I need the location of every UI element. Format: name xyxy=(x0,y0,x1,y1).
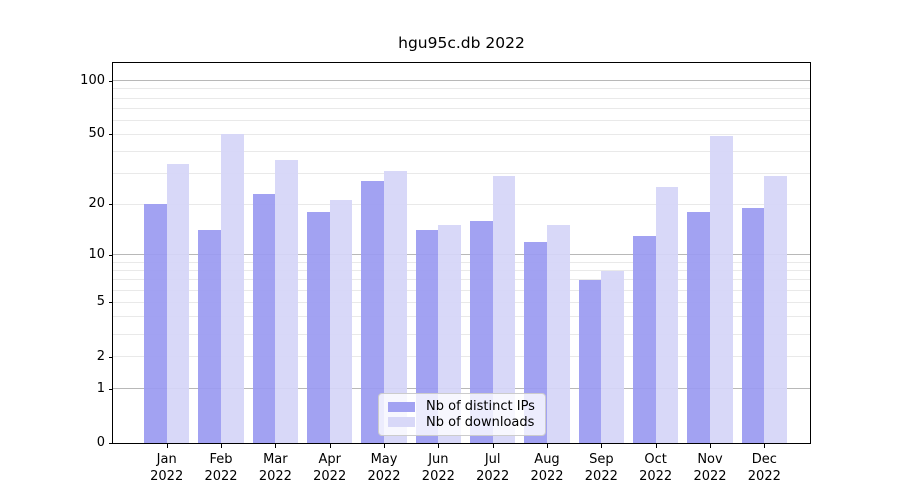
gridline-4 xyxy=(113,316,810,318)
y-tick-label-5: 5 xyxy=(96,294,105,310)
legend-label-distinct-ips: Nb of distinct IPs xyxy=(426,399,535,415)
bar-downloads-jul-2022 xyxy=(492,176,516,443)
y-tick-label-2: 2 xyxy=(96,348,105,364)
bar-distinct-ips-may-2022 xyxy=(361,181,384,443)
bar-downloads-oct-2022 xyxy=(655,187,679,443)
gridline-8 xyxy=(113,270,810,272)
x-tick-label-sep-2022: Sep 2022 xyxy=(584,452,618,484)
x-tick-mark-may-2022 xyxy=(384,444,386,448)
gridline-60 xyxy=(113,119,810,121)
bar-downloads-jan-2022 xyxy=(166,163,190,443)
legend-label-downloads: Nb of downloads xyxy=(426,414,535,430)
x-tick-mark-jul-2022 xyxy=(492,444,494,448)
gridline-1 xyxy=(113,388,810,390)
bar-distinct-ips-jan-2022 xyxy=(144,204,167,443)
y-tick-mark-10 xyxy=(109,254,113,256)
gridline-30 xyxy=(113,172,810,174)
x-tick-mark-oct-2022 xyxy=(655,444,657,448)
x-tick-label-nov-2022: Nov 2022 xyxy=(693,452,727,484)
y-tick-label-50: 50 xyxy=(88,126,105,142)
y-tick-label-1: 1 xyxy=(96,380,105,396)
bar-distinct-ips-nov-2022 xyxy=(687,211,710,443)
gridline-80 xyxy=(113,97,810,99)
y-tick-mark-20 xyxy=(109,204,113,206)
bar-distinct-ips-oct-2022 xyxy=(633,235,656,443)
bar-downloads-nov-2022 xyxy=(710,135,733,443)
x-tick-mark-mar-2022 xyxy=(275,444,277,448)
y-tick-label-100: 100 xyxy=(80,72,105,88)
x-tick-mark-sep-2022 xyxy=(601,444,603,448)
bar-downloads-may-2022 xyxy=(384,170,407,443)
bar-downloads-mar-2022 xyxy=(275,159,298,443)
bar-downloads-dec-2022 xyxy=(764,176,787,443)
gridline-90 xyxy=(113,88,810,90)
gridline-50 xyxy=(113,133,810,135)
gridline-6 xyxy=(113,289,810,291)
x-tick-mark-aug-2022 xyxy=(547,444,548,448)
x-tick-label-aug-2022: Aug 2022 xyxy=(530,452,564,484)
gridline-9 xyxy=(113,261,810,263)
x-tick-label-dec-2022: Dec 2022 xyxy=(747,452,781,484)
chart-title: hgu95c.db 2022 xyxy=(398,34,525,52)
bar-downloads-sep-2022 xyxy=(601,270,624,443)
x-tick-label-feb-2022: Feb 2022 xyxy=(204,452,238,484)
y-tick-mark-2 xyxy=(109,356,113,358)
gridline-70 xyxy=(113,107,810,109)
y-tick-mark-0 xyxy=(109,443,113,444)
bar-distinct-ips-sep-2022 xyxy=(578,279,602,443)
legend-swatch-distinct-ips xyxy=(388,401,415,412)
gridline-7 xyxy=(113,279,810,281)
bar-distinct-ips-mar-2022 xyxy=(252,193,276,443)
y-tick-mark-100 xyxy=(109,80,113,82)
legend-item-downloads: Nb of downloads xyxy=(388,415,536,430)
x-tick-label-may-2022: May 2022 xyxy=(367,452,401,484)
y-tick-label-10: 10 xyxy=(88,246,105,262)
legend-item-distinct-ips: Nb of distinct IPs xyxy=(388,399,536,414)
spine-top xyxy=(112,62,811,63)
spine-left xyxy=(112,62,113,444)
gridline-5 xyxy=(113,301,810,303)
x-tick-mark-jun-2022 xyxy=(438,444,440,448)
y-tick-mark-5 xyxy=(109,302,113,304)
bar-distinct-ips-jul-2022 xyxy=(470,220,493,443)
spine-right xyxy=(810,62,811,444)
x-tick-label-jan-2022: Jan 2022 xyxy=(150,452,184,484)
bar-distinct-ips-aug-2022 xyxy=(524,241,547,443)
gridline-100 xyxy=(113,80,810,82)
y-tick-label-0: 0 xyxy=(96,435,105,450)
bar-downloads-apr-2022 xyxy=(329,200,353,443)
gridline-2 xyxy=(113,356,810,358)
spine-bottom xyxy=(112,443,811,444)
x-tick-label-oct-2022: Oct 2022 xyxy=(639,452,673,484)
bar-downloads-jun-2022 xyxy=(438,225,461,443)
x-tick-label-jul-2022: Jul 2022 xyxy=(476,452,510,484)
legend-swatch-downloads xyxy=(388,417,415,428)
x-tick-mark-apr-2022 xyxy=(329,444,331,448)
y-tick-mark-50 xyxy=(109,134,113,136)
x-tick-mark-jan-2022 xyxy=(166,444,168,448)
gridline-40 xyxy=(113,151,810,152)
bar-downloads-feb-2022 xyxy=(221,134,244,443)
bar-distinct-ips-dec-2022 xyxy=(741,207,765,443)
bar-distinct-ips-feb-2022 xyxy=(198,230,222,443)
x-tick-label-apr-2022: Apr 2022 xyxy=(313,452,347,484)
x-tick-mark-feb-2022 xyxy=(221,444,223,448)
bar-downloads-aug-2022 xyxy=(547,225,570,443)
x-tick-label-mar-2022: Mar 2022 xyxy=(258,452,292,484)
gridline-10 xyxy=(113,254,810,256)
gridline-20 xyxy=(113,203,810,205)
y-tick-label-20: 20 xyxy=(88,196,105,212)
y-tick-mark-1 xyxy=(109,388,113,390)
bar-distinct-ips-jun-2022 xyxy=(415,230,439,443)
x-tick-label-jun-2022: Jun 2022 xyxy=(421,452,455,484)
bar-distinct-ips-apr-2022 xyxy=(307,211,330,443)
x-tick-mark-nov-2022 xyxy=(710,444,711,448)
legend: Nb of distinct IPs Nb of downloads xyxy=(378,393,546,436)
x-tick-mark-dec-2022 xyxy=(764,444,766,448)
plot-area xyxy=(113,63,810,443)
gridline-3 xyxy=(113,333,810,335)
